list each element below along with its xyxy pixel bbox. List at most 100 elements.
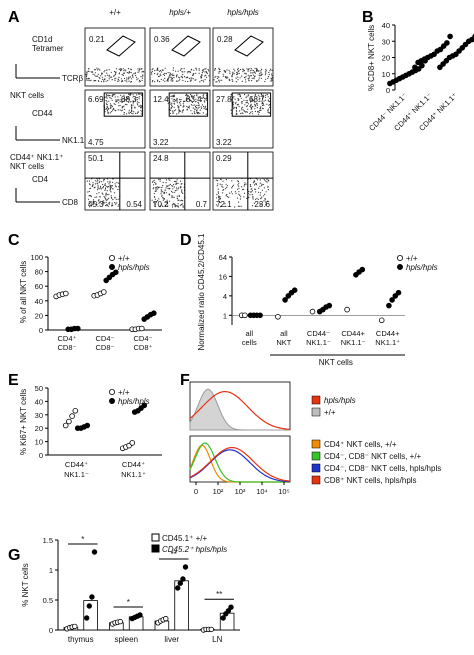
flow-event (172, 188, 174, 190)
flow-event (222, 75, 224, 77)
flow-event (266, 178, 268, 180)
flow-event (138, 69, 140, 71)
flow-event (115, 73, 117, 75)
flow-event (234, 103, 237, 105)
flow-event (131, 112, 133, 114)
y-tick-label: 80 (35, 268, 43, 277)
flow-event (107, 198, 109, 200)
flow-event (141, 111, 143, 113)
flow-event (218, 195, 220, 197)
significance-marker: * (81, 535, 84, 544)
flow-event (106, 95, 108, 97)
flow-event (190, 104, 193, 106)
flow-event (123, 70, 125, 72)
flow-event (89, 188, 91, 190)
flow-event (155, 189, 157, 191)
flow-event (140, 113, 142, 115)
flow-event (93, 80, 95, 82)
flow-event (179, 69, 182, 71)
flow-event (187, 106, 190, 108)
flow-event (170, 107, 172, 110)
flow-event (179, 79, 181, 81)
flow-event (166, 201, 168, 204)
flow-event (109, 190, 111, 192)
flow-event (112, 188, 114, 190)
flow-event (227, 77, 229, 79)
flow-event (246, 105, 248, 107)
flow-event (138, 81, 140, 83)
flow-event (97, 189, 99, 191)
flow-event (176, 187, 178, 189)
flow-event (247, 103, 249, 105)
data-point (309, 308, 316, 315)
flow-event (185, 77, 187, 79)
flow-event (243, 76, 245, 79)
flow-event (116, 99, 118, 101)
flow-event (237, 79, 239, 81)
flow-event (108, 203, 110, 205)
flow-event (196, 104, 198, 107)
flow-event (169, 101, 171, 103)
flow-event (161, 189, 163, 191)
flow-event (116, 100, 118, 102)
flow-event (261, 183, 263, 185)
flow-event (205, 74, 207, 76)
flow-event (107, 79, 109, 82)
flow-event (189, 99, 191, 101)
flow-event (138, 79, 141, 81)
flow-event (132, 104, 134, 106)
flow-plot (149, 89, 211, 149)
flow-event (218, 68, 220, 70)
flow-event (260, 106, 262, 108)
flow-event (154, 203, 156, 205)
flow-event (183, 76, 186, 78)
flow-event (231, 78, 233, 81)
flow-event (217, 192, 220, 194)
flow-event (216, 197, 218, 199)
flow-event (99, 69, 101, 71)
flow-event (121, 106, 123, 108)
flow-event (198, 69, 200, 71)
flow-event (253, 76, 256, 78)
data-point (113, 269, 119, 276)
flow-event (218, 81, 220, 83)
flow-event (155, 190, 157, 192)
flow-event (189, 80, 191, 82)
flow-event (205, 68, 207, 70)
flow-event (195, 107, 197, 109)
flow-event (121, 74, 123, 76)
flow-event (88, 202, 90, 204)
x-tick-label: CD44+ (376, 329, 400, 338)
flow-event (258, 79, 260, 81)
flow-event (236, 180, 238, 182)
flow-event (182, 102, 184, 104)
flow-plot (212, 89, 274, 149)
flow-event (178, 76, 180, 78)
flow-event (122, 68, 124, 70)
flow-event (155, 183, 157, 185)
flow-event (231, 187, 233, 189)
flow-event (209, 79, 211, 82)
data-point (220, 615, 226, 621)
flow-event (235, 77, 237, 79)
flow-event (192, 74, 194, 76)
flow-event (102, 187, 104, 189)
flow-event (250, 191, 252, 193)
flow-event (167, 97, 169, 99)
axis-label-y: CD1d (32, 35, 52, 44)
flow-event (87, 79, 89, 81)
flow-event (151, 71, 153, 73)
flow-event (171, 185, 173, 187)
flow-event (237, 184, 239, 186)
flow-event (195, 67, 197, 69)
flow-event (253, 202, 255, 204)
flow-event (131, 108, 133, 110)
flow-event (137, 96, 139, 99)
flow-event (88, 198, 90, 200)
flow-event (196, 109, 198, 111)
gate-region (106, 35, 136, 57)
flow-event (162, 69, 164, 71)
flow-event (164, 80, 166, 82)
data-point (63, 290, 69, 297)
flow-event (121, 81, 123, 83)
